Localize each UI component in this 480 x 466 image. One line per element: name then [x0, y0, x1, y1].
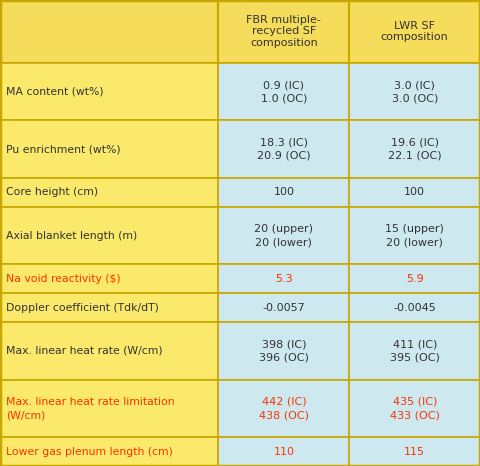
Bar [218, 264, 349, 293]
Bar [218, 63, 349, 121]
Text: Doppler coefficient (Tdk/dT): Doppler coefficient (Tdk/dT) [6, 302, 158, 313]
Text: FBR multiple-
recycled SF
composition: FBR multiple- recycled SF composition [247, 15, 321, 48]
Bar [218, 380, 349, 437]
Text: 115: 115 [404, 446, 425, 457]
Bar [349, 178, 480, 207]
Text: Max. linear heat rate (W/cm): Max. linear heat rate (W/cm) [6, 346, 162, 356]
Bar [0, 63, 218, 121]
Bar [349, 264, 480, 293]
Bar [0, 178, 218, 207]
Bar [349, 437, 480, 466]
Text: 3.0 (IC)
3.0 (OC): 3.0 (IC) 3.0 (OC) [392, 80, 438, 103]
Text: 100: 100 [404, 187, 425, 198]
Text: 18.3 (IC)
20.9 (OC): 18.3 (IC) 20.9 (OC) [257, 137, 311, 161]
Bar [218, 0, 349, 63]
Text: MA content (wt%): MA content (wt%) [6, 87, 103, 97]
Bar [218, 437, 349, 466]
Text: 19.6 (IC)
22.1 (OC): 19.6 (IC) 22.1 (OC) [388, 137, 442, 161]
Bar [0, 293, 218, 322]
Text: 398 (IC)
396 (OC): 398 (IC) 396 (OC) [259, 339, 309, 363]
Bar [0, 0, 218, 63]
Bar [349, 322, 480, 380]
Bar [349, 293, 480, 322]
Bar [218, 121, 349, 178]
Text: 5.3: 5.3 [275, 274, 293, 284]
Text: 0.9 (IC)
1.0 (OC): 0.9 (IC) 1.0 (OC) [261, 80, 307, 103]
Text: 442 (IC)
438 (OC): 442 (IC) 438 (OC) [259, 397, 309, 420]
Text: 20 (upper)
20 (lower): 20 (upper) 20 (lower) [254, 224, 313, 247]
Text: 5.9: 5.9 [406, 274, 423, 284]
Bar [0, 207, 218, 265]
Text: Axial blanket length (m): Axial blanket length (m) [6, 231, 137, 240]
Text: Lower gas plenum length (cm): Lower gas plenum length (cm) [6, 446, 173, 457]
Bar [218, 293, 349, 322]
Text: Max. linear heat rate limitation
(W/cm): Max. linear heat rate limitation (W/cm) [6, 397, 174, 420]
Bar [349, 121, 480, 178]
Text: 15 (upper)
20 (lower): 15 (upper) 20 (lower) [385, 224, 444, 247]
Bar [349, 0, 480, 63]
Bar [0, 264, 218, 293]
Text: 411 (IC)
395 (OC): 411 (IC) 395 (OC) [390, 339, 440, 363]
Text: 435 (IC)
433 (OC): 435 (IC) 433 (OC) [390, 397, 440, 420]
Bar [0, 437, 218, 466]
Text: 110: 110 [274, 446, 294, 457]
Bar [349, 207, 480, 265]
Bar [349, 63, 480, 121]
Text: Na void reactivity ($): Na void reactivity ($) [6, 274, 120, 284]
Bar [349, 380, 480, 437]
Text: -0.0045: -0.0045 [393, 302, 436, 313]
Text: Core height (cm): Core height (cm) [6, 187, 98, 198]
Bar [0, 121, 218, 178]
Bar [218, 178, 349, 207]
Bar [218, 322, 349, 380]
Bar [0, 380, 218, 437]
Bar [218, 207, 349, 265]
Text: Pu enrichment (wt%): Pu enrichment (wt%) [6, 144, 120, 154]
Bar [0, 322, 218, 380]
Text: -0.0057: -0.0057 [263, 302, 305, 313]
Text: 100: 100 [274, 187, 294, 198]
Text: LWR SF
composition: LWR SF composition [381, 21, 449, 42]
